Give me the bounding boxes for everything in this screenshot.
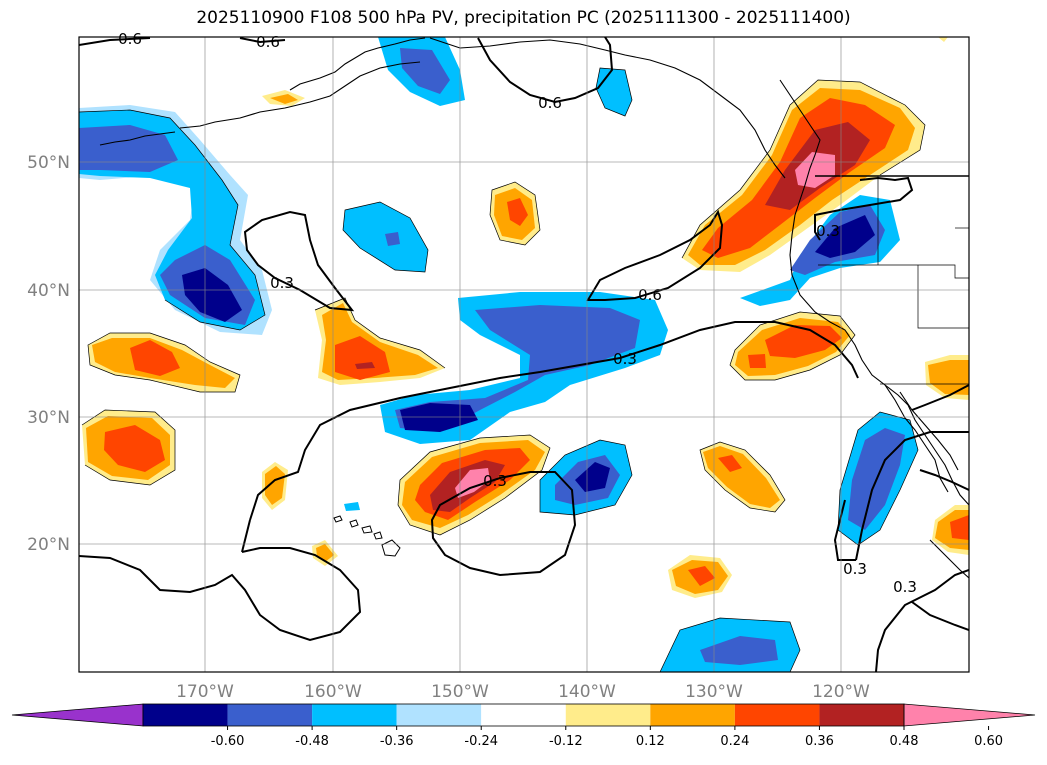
pos-area-w1-3	[130, 340, 180, 376]
colorbar-cell	[650, 704, 735, 726]
colorbar-tick-label: -0.24	[464, 734, 498, 749]
colorbar-cell	[227, 704, 313, 726]
neg-area-bottom-2	[700, 636, 778, 665]
contour-label: 0.6	[538, 94, 562, 112]
colorbar-extend-high	[903, 703, 1036, 727]
map-title: 2025110900 F108 500 hPa PV, precipitatio…	[196, 8, 851, 28]
pv-contours	[79, 37, 969, 672]
neg-area-small-1b	[385, 232, 400, 246]
lon-label: 120°W	[812, 682, 870, 702]
pos-area-r2-3	[950, 515, 969, 540]
colorbar-tick-label: -0.60	[211, 734, 245, 749]
colorbar-cell	[565, 704, 651, 726]
map-frame	[78, 36, 970, 673]
lon-label: 160°W	[304, 682, 362, 702]
colorbar-tick-label: -0.48	[295, 734, 329, 749]
pos-area-w2-3	[104, 425, 165, 472]
colorbar-extend-low	[11, 703, 144, 727]
pos-area-n1-3	[507, 198, 528, 226]
contour-label: 0.3	[893, 578, 917, 596]
pos-area-r3	[938, 37, 948, 42]
hawaiian-islands	[333, 515, 401, 557]
contour-label: 0.3	[613, 350, 637, 368]
colorbar-tick-label: -0.12	[549, 734, 583, 749]
pos-area-pnw-5	[795, 152, 835, 188]
latitude-labels: 50°N 40°N 30°N 20°N	[27, 153, 70, 555]
thin-contours	[79, 67, 926, 672]
lon-label: 170°W	[176, 682, 234, 702]
lat-label: 40°N	[27, 281, 70, 301]
colorbar: -0.60 -0.48 -0.36 -0.24 -0.12 0.12 0.24 0.36 0.4…	[11, 703, 1036, 749]
neg-area-nw-4	[182, 268, 242, 322]
colorbar-cell	[312, 704, 397, 726]
colorbar-tick-label: -0.36	[380, 734, 414, 749]
contour-label: 0.6	[638, 286, 662, 304]
contour-label: 0.6	[256, 33, 280, 51]
coastlines	[99, 37, 969, 579]
colorbar-tick-label: 0.12	[636, 734, 665, 749]
colorbar-cell	[734, 704, 820, 726]
pos-area-r1-2	[928, 360, 969, 395]
pos-area-e2-3	[718, 455, 742, 472]
pos-area-e1-4	[748, 354, 766, 368]
lat-label: 30°N	[27, 408, 70, 428]
neg-area-se1-3	[575, 462, 610, 492]
colorbar-cell	[819, 704, 904, 726]
lat-label: 50°N	[27, 153, 70, 173]
gridlines	[79, 37, 969, 672]
colorbar-cell	[396, 704, 482, 726]
pos-area-e3-3	[688, 566, 715, 586]
contour-label: 0.3	[270, 274, 294, 292]
pos-area-e1-3	[765, 325, 842, 358]
negative-anomaly-areas	[79, 37, 918, 672]
contour-label: 0.3	[483, 472, 507, 490]
colorbar-tick-label: 0.36	[805, 734, 834, 749]
pos-area-top-2	[270, 94, 298, 104]
colorbar-tick-label: 0.48	[890, 734, 919, 749]
contour-label: 0.6	[118, 30, 142, 48]
neg-area-top-2	[400, 48, 450, 94]
colorbar-outline	[142, 703, 905, 727]
neg-area-east-3	[815, 215, 875, 258]
lon-label: 140°W	[558, 682, 616, 702]
lat-label: 20°N	[27, 535, 70, 555]
contour-label: 0.3	[843, 560, 867, 578]
neg-area-central-3	[400, 403, 478, 432]
neg-area-central-2	[395, 305, 640, 432]
positive-anomaly-areas	[82, 37, 969, 598]
contour-label: 0.3	[816, 222, 840, 240]
colorbar-cell	[143, 704, 228, 726]
pos-area-s2-2	[265, 466, 285, 505]
longitude-labels: 170°W 160°W 150°W 140°W 130°W 120°W	[176, 682, 870, 702]
colorbar-tick-label: 0.24	[720, 734, 749, 749]
colorbar-tick-label: 0.60	[974, 734, 1003, 749]
neg-area-dot	[344, 502, 360, 511]
neg-area-small-1	[343, 202, 428, 272]
pos-area-c1-4	[355, 362, 375, 369]
pos-area-c1-3	[335, 336, 390, 380]
lon-label: 150°W	[431, 682, 489, 702]
lon-label: 130°W	[685, 682, 743, 702]
colorbar-cell	[481, 704, 566, 726]
